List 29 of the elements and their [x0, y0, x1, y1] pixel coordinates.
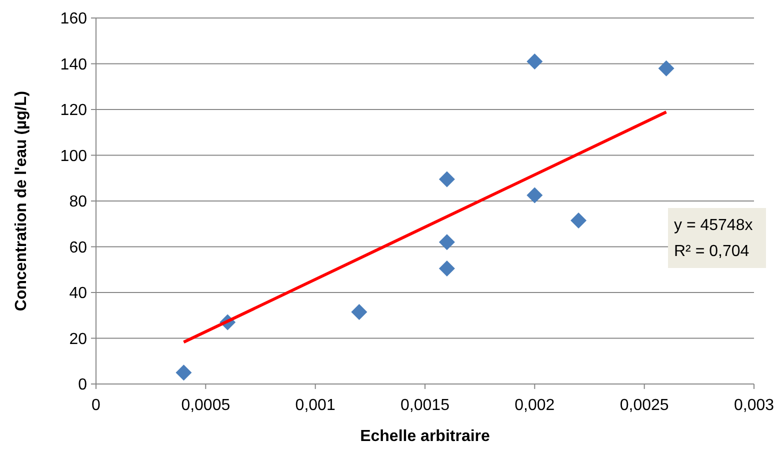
- point: [438, 171, 455, 188]
- point: [176, 364, 192, 381]
- point: [526, 187, 543, 204]
- x-tick-label: 0: [92, 397, 101, 414]
- y-tick-label: 80: [69, 194, 88, 211]
- y-axis-title: Concentration de l'eau (µg/L): [13, 90, 30, 312]
- x-tick-label: 0,0005: [181, 397, 230, 414]
- x-tick-label: 0,001: [295, 397, 336, 414]
- point: [438, 234, 455, 250]
- y-tick-label: 20: [69, 330, 88, 348]
- y-tick-label: 0: [78, 376, 88, 394]
- x-tick-label: 0,002: [514, 397, 555, 414]
- y-tick-label: 40: [69, 285, 88, 302]
- x-tick-label: 0,0015: [400, 397, 450, 414]
- y-tick-label: 120: [60, 102, 88, 120]
- point: [526, 53, 543, 70]
- y-tick-label: 100: [60, 148, 88, 165]
- point: [658, 60, 674, 76]
- annotation: y = 45748x: [674, 217, 753, 234]
- point: [438, 260, 455, 276]
- point: [351, 304, 368, 320]
- x-tick-label: 0,0025: [620, 397, 669, 414]
- y-tick-label: 60: [69, 239, 88, 256]
- x-axis-title: Echelle arbitraire: [360, 428, 490, 445]
- x-tick-label: 0,003: [734, 397, 774, 414]
- y-tick-label: 140: [60, 56, 88, 74]
- y-tick-label: 160: [60, 10, 88, 28]
- annotation: R² = 0,704: [674, 243, 750, 260]
- point: [570, 212, 587, 228]
